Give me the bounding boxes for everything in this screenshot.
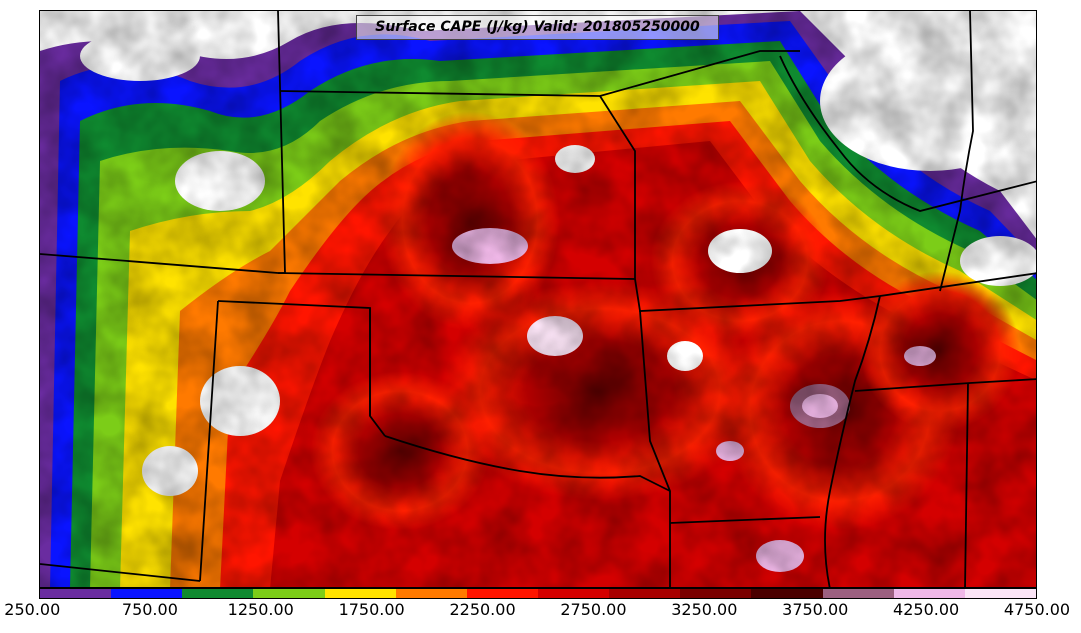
cape-map xyxy=(39,10,1037,588)
map-title: Surface CAPE (J/kg) Valid: 201805250000 xyxy=(356,15,719,40)
colorbar-tick-label: 1250.00 xyxy=(227,600,294,619)
colorbar xyxy=(39,588,1037,599)
colorbar-segment xyxy=(466,589,538,598)
colorbar-tick-label: 3250.00 xyxy=(671,600,738,619)
colorbar-tick-labels: 250.00 750.00 1250.00 1750.00 2250.00 2750.00… xyxy=(0,600,1081,624)
colorbar-tick-label: 4750.00 xyxy=(1003,600,1071,619)
colorbar-tick-label: 2750.00 xyxy=(560,600,627,619)
state-borders xyxy=(40,11,1036,587)
colorbar-segment xyxy=(537,589,610,598)
colorbar-segment xyxy=(182,589,254,598)
colorbar-tick-label: 4250.00 xyxy=(893,600,960,619)
colorbar-tick-label: 3750.00 xyxy=(782,600,849,619)
colorbar-tick-label: 1750.00 xyxy=(338,600,405,619)
colorbar-segment xyxy=(822,589,894,598)
colorbar-tick-label: 250.00 xyxy=(4,600,61,619)
colorbar-segment xyxy=(609,589,681,598)
colorbar-tick-label: 2250.00 xyxy=(449,600,516,619)
cape-fill xyxy=(40,11,1036,587)
colorbar-segment xyxy=(253,589,325,598)
colorbar-tick-label: 750.00 xyxy=(121,600,178,619)
colorbar-segment xyxy=(40,589,112,598)
colorbar-segment xyxy=(324,589,396,598)
colorbar-segment xyxy=(964,589,1036,598)
colorbar-segment xyxy=(395,589,467,598)
cape-field-map xyxy=(40,11,1036,587)
colorbar-segment xyxy=(751,589,823,598)
colorbar-segment xyxy=(680,589,752,598)
colorbar-segment xyxy=(893,589,965,598)
colorbar-segment xyxy=(111,589,183,598)
